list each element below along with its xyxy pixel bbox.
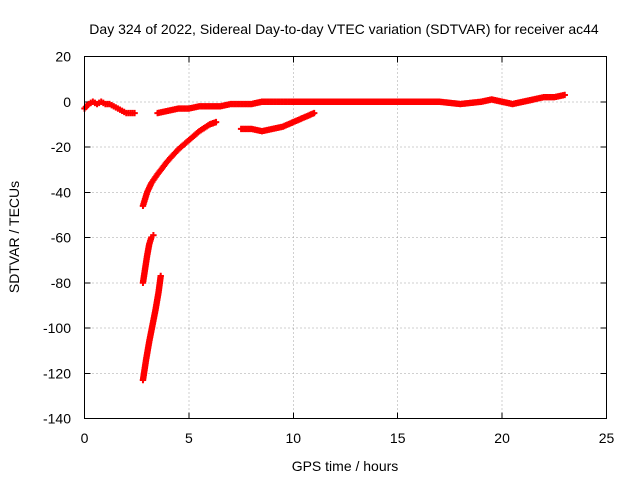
x-tick-label: 25 [599, 430, 615, 446]
grid-layer [84, 56, 607, 419]
x-axis-label: GPS time / hours [292, 458, 399, 474]
y-tick-label: -60 [51, 230, 71, 246]
y-tick-label: -20 [51, 139, 71, 155]
series-descending-arc-1 [139, 118, 220, 210]
y-tick-label: -100 [43, 320, 71, 336]
x-tick-label: 20 [494, 430, 510, 446]
x-tick-label: 15 [390, 430, 406, 446]
y-axis-label: SDTVAR / TECUs [6, 181, 22, 293]
series-baseline-main [154, 91, 568, 117]
x-tick-label: 0 [81, 430, 89, 446]
data-point [157, 272, 164, 280]
plot-area-border [84, 56, 607, 419]
series-steep-trace-1 [139, 232, 157, 286]
y-tick-label: 0 [63, 94, 71, 110]
series-baseline-early [81, 98, 138, 117]
y-tick-label: -40 [51, 184, 71, 200]
y-tick-label: -80 [51, 275, 71, 291]
y-tick-label: 20 [55, 49, 71, 65]
data-point [212, 118, 220, 126]
data-point [150, 232, 157, 239]
tick-label-layer: 0 5 10 15 20 25 20 0 -20 -40 -60 -80 -100 -120 -140 [43, 49, 615, 447]
data-point [131, 109, 138, 117]
x-tick-label: 5 [185, 430, 193, 446]
series-descending-arc-2 [237, 109, 318, 135]
data-points-layer [81, 91, 568, 384]
y-tick-label: -120 [43, 365, 71, 381]
series-steep-trace-2 [139, 272, 164, 384]
y-tick-label: -140 [43, 411, 71, 427]
x-tick-label: 10 [286, 430, 302, 446]
data-point [561, 91, 568, 99]
chart-title: Day 324 of 2022, Sidereal Day-to-day VTE… [89, 21, 599, 37]
data-point [310, 109, 318, 117]
